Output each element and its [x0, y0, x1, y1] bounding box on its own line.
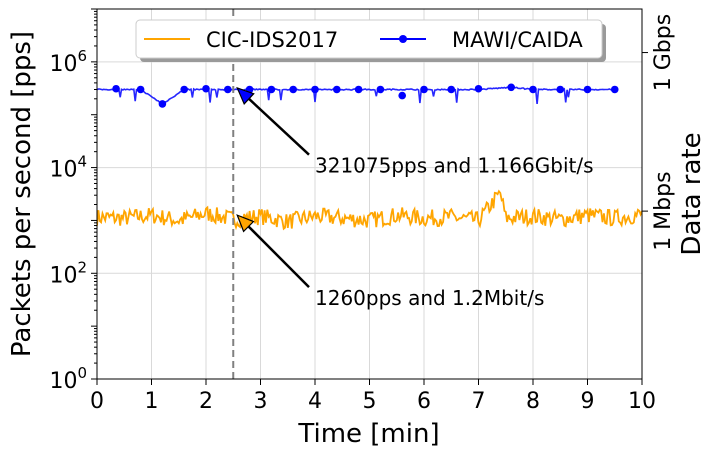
series-point-mawi-caida [267, 85, 276, 94]
x-tick-label: 1 [145, 389, 159, 414]
series-point-mawi-caida [556, 85, 565, 94]
legend-box [135, 19, 603, 59]
series-point-mawi-caida [420, 85, 428, 94]
annotation-arrow-line [248, 97, 310, 156]
x-tick-label: 7 [472, 389, 486, 414]
x-tick-label: 2 [199, 389, 213, 414]
series-point-mawi-caida [447, 85, 456, 94]
series-point-mawi-caida [202, 84, 210, 93]
series-point-mawi-caida [311, 85, 319, 94]
series-point-mawi-caida [180, 85, 188, 94]
y-tick-label: 104 [49, 153, 87, 183]
series-point-mawi-caida [224, 85, 232, 94]
right-axis-label: Data rate [677, 132, 707, 255]
series-line-cic-ids2017 [97, 189, 642, 231]
legend-label-mawi: MAWI/CAIDA [452, 28, 583, 52]
legend-label-cic: CIC-IDS2017 [206, 28, 338, 52]
series-point-mawi-caida [529, 85, 537, 94]
x-tick-label: 5 [363, 389, 377, 414]
x-tick-label: 4 [308, 389, 322, 414]
x-tick-label: 3 [254, 389, 268, 414]
series-point-mawi-caida [507, 83, 515, 92]
series-point-mawi-caida [376, 85, 385, 94]
annotation-arrow-line [247, 225, 310, 288]
y-tick-label: 102 [49, 258, 87, 288]
series-point-mawi-caida [136, 85, 145, 94]
right-axis-ticks: 1 Mbps 1 Gbps [642, 14, 676, 251]
series-point-mawi-caida [333, 85, 341, 94]
x-tick-label: 0 [90, 389, 104, 414]
x-axis-label: Time [min] [297, 419, 439, 449]
series-layer [97, 83, 642, 231]
series-point-mawi-caida [610, 85, 619, 94]
legend: CIC-IDS2017 MAWI/CAIDA [135, 19, 606, 62]
series-point-mawi-caida [583, 85, 592, 94]
legend-marker-mawi [399, 35, 407, 43]
x-tick-label: 10 [628, 389, 656, 414]
series-point-mawi-caida [398, 91, 407, 100]
x-axis-ticks: 0 1 2 3 4 5 6 7 8 9 10 [90, 379, 656, 414]
y-axis-ticks: 100 102 104 106 [49, 8, 97, 394]
x-tick-label: 9 [581, 389, 595, 414]
right-tick-label: 1 Mbps [651, 171, 676, 250]
series-point-mawi-caida [354, 85, 363, 94]
y-tick-label: 106 [49, 47, 87, 77]
series-point-mawi-caida [474, 84, 483, 93]
annotation-arrow-head [236, 86, 255, 106]
grid [96, 9, 643, 380]
annotation-arrow-head [236, 214, 255, 233]
y-axis-label: Packets per second [pps] [7, 31, 37, 357]
series-point-mawi-caida [112, 84, 120, 93]
y-tick-label: 100 [49, 364, 87, 394]
x-tick-label: 6 [417, 389, 431, 414]
x-tick-label: 8 [526, 389, 540, 414]
series-point-mawi-caida [158, 100, 167, 108]
annotation-text: 321075pps and 1.166Gbit/s [315, 154, 594, 178]
annotation-text: 1260pps and 1.2Mbit/s [315, 286, 544, 310]
series-point-mawi-caida [289, 85, 298, 94]
right-tick-label: 1 Gbps [651, 14, 676, 91]
annotations: 321075pps and 1.166Gbit/s 1260pps and 1.2… [236, 86, 594, 310]
